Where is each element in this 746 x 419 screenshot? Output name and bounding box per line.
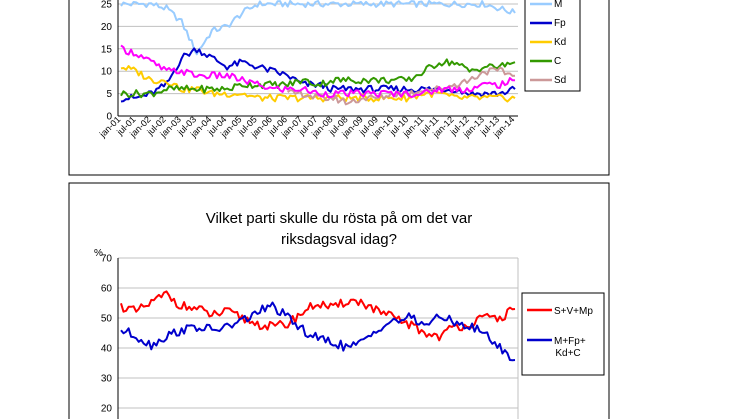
- chart-top-ytick: 0: [106, 112, 112, 123]
- chart-top-series-unlabeled: [120, 44, 516, 99]
- chart-bottom-ylabel: %: [94, 248, 103, 259]
- chart-bottom-series-M-Fp-Kd-C: [120, 301, 516, 362]
- chart-top-ytick: 5: [106, 89, 112, 100]
- chart-bottom-legend: [521, 292, 605, 376]
- legend-label-C: C: [554, 56, 561, 67]
- legend-label-Kd: Kd: [554, 37, 566, 48]
- chart-bottom-title-line2: riksdagsval idag?: [281, 231, 397, 248]
- legend-label-mfpkdc-line2: Kd+C: [555, 348, 580, 359]
- chart-top-series-M: [120, 0, 516, 56]
- chart-bottom-ytick: 50: [101, 314, 113, 325]
- chart-bottom-ytick: 70: [101, 254, 113, 265]
- chart-top-ytick: 10: [101, 67, 113, 78]
- chart-bottom-ytick: 30: [101, 374, 113, 385]
- legend-label-svmp: S+V+Mp: [554, 306, 593, 317]
- chart-bottom-ytick: 40: [101, 344, 113, 355]
- chart-top-legend: [524, 0, 581, 92]
- chart-bottom-frame: [68, 182, 610, 419]
- chart-bottom-ytick: 60: [101, 284, 113, 295]
- chart-bottom-ytick: 20: [101, 404, 113, 415]
- chart-top-ytick: 25: [101, 0, 113, 11]
- chart-top-series-C: [120, 58, 516, 99]
- chart-top-ytick: 20: [101, 22, 113, 33]
- legend-label-Sd: Sd: [554, 75, 566, 86]
- legend-label-M: M: [554, 0, 562, 10]
- chart-bottom-title-line1: Vilket parti skulle du rösta på om det v…: [206, 210, 473, 227]
- chart-bottom-series-S-V-Mp: [120, 290, 516, 342]
- chart-bottom: Vilket parti skulle du rösta på om det v…: [68, 182, 610, 419]
- legend-label-mfpkdc-line1: M+Fp+: [554, 336, 586, 347]
- chart-top-ytick: 15: [101, 44, 113, 55]
- legend-label-Fp: Fp: [554, 18, 566, 29]
